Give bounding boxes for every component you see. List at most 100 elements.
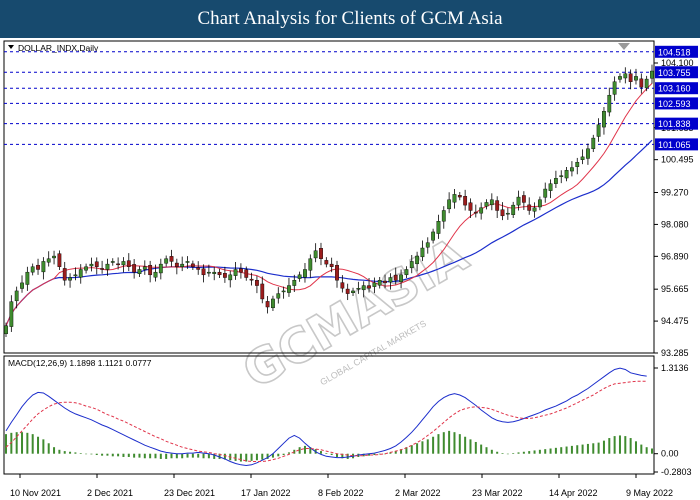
candle-body [206,271,211,274]
candle-body [116,263,121,266]
macd-histogram-bar [186,453,189,458]
macd-histogram-bar [47,443,50,454]
candle-body [548,183,553,191]
macd-histogram-bar [613,436,616,454]
macd-histogram-bar [421,441,424,454]
macd-axis-ticks: 1.3136 0.00 -0.2803 [654,363,692,477]
macd-histogram-bar [122,453,125,457]
macd-histogram-bar [37,436,40,454]
macd-histogram-bar [181,453,184,459]
candle-body [586,148,590,159]
macd-histogram-bar [629,438,632,454]
macd-histogram-bar [480,444,483,454]
candle-body [313,250,318,259]
candle-body [244,269,249,278]
macd-tick-label: -0.2803 [661,467,692,477]
macd-histogram-bar [282,453,285,456]
macd-histogram-bar [474,441,477,454]
candle-body [249,278,254,281]
candle-body [217,271,222,276]
candle-body [452,194,457,203]
macd-plot [5,367,653,467]
candle-body [335,264,339,281]
macd-histogram-bar [154,453,157,459]
macd-histogram-bar [517,452,520,454]
macd-histogram-bar [74,452,77,454]
macd-panel-frame [3,355,655,475]
macd-histogram-bar [63,451,66,454]
candle-body [185,261,190,263]
x-tick-label: 23 Dec 2021 [164,488,215,498]
macd-histogram-bar [239,453,242,462]
macd-histogram-bar [592,443,595,454]
macd-histogram-bar [624,436,627,454]
ma-fast-line [5,83,653,327]
candle-body [554,178,558,184]
macd-histogram-bar [303,445,306,454]
macd-histogram-bar [127,453,130,457]
candle-body [537,199,542,208]
macd-tick-label: 1.3136 [661,363,689,373]
candle-body [596,124,601,137]
price-tick-label: 104.100 [661,58,694,68]
macd-histogram-bar [298,447,301,454]
candle-body [260,283,265,300]
macd-histogram-bar [309,447,312,454]
macd-histogram-bar [143,453,146,459]
moving-averages [5,83,653,327]
level-label-box [655,66,698,79]
price-tick-label: 98.080 [661,219,689,229]
price-panel-frame [3,40,655,354]
candle-body [94,261,99,267]
macd-histogram-bar [255,453,258,461]
candle-body [110,261,115,263]
macd-histogram-bar [586,443,589,454]
macd-histogram-bar [117,453,120,457]
x-tick-label: 2 Dec 2021 [87,488,133,498]
candle-body [329,263,334,267]
macd-histogram-bar [53,447,56,454]
candle-body [505,212,510,215]
candle-body [393,274,398,281]
candle-body [180,263,185,267]
macd-histogram-bar [245,453,248,462]
macd-histogram-bar [368,453,371,456]
macd-histogram-bar [389,452,392,454]
price-tick-label: 96.890 [661,251,689,261]
macd-histogram-bar [202,453,205,459]
candle-body [4,325,8,335]
candle-body [639,78,644,88]
macd-histogram-bar [79,453,82,454]
macd-histogram-bar [528,451,531,454]
candle-body [84,266,88,271]
macd-histogram-bar [261,453,264,460]
candle-body [137,269,142,274]
candle-body [158,263,163,274]
candle-body [570,167,574,172]
x-tick-label: 2 Mar 2022 [395,488,441,498]
candle-body [468,202,473,211]
candle-body [431,231,436,241]
candle-body [383,280,387,284]
macd-histogram-bar [384,453,387,455]
candle-body [297,274,302,279]
macd-histogram-bar [400,449,403,454]
candle-body [463,196,468,206]
macd-histogram-bar [138,453,141,458]
macd-histogram-bar [191,453,194,458]
level-label-box [655,138,698,151]
macd-histogram-bar [175,453,178,459]
macd-histogram-bar [111,453,114,457]
candle-body [623,73,628,79]
candle-body [420,247,425,258]
level-label-box [655,117,698,130]
symbol-label: DOLLAR_INDX,Daily [18,43,99,53]
level-label: 103.160 [658,84,691,94]
level-label-box [655,45,698,58]
macd-histogram-bar [645,447,648,454]
ma-slow-line [5,139,653,327]
price-tick-label: 93.285 [661,348,689,358]
macd-histogram-bar [95,453,98,456]
candle-body [265,301,270,308]
candle-body [142,266,147,270]
